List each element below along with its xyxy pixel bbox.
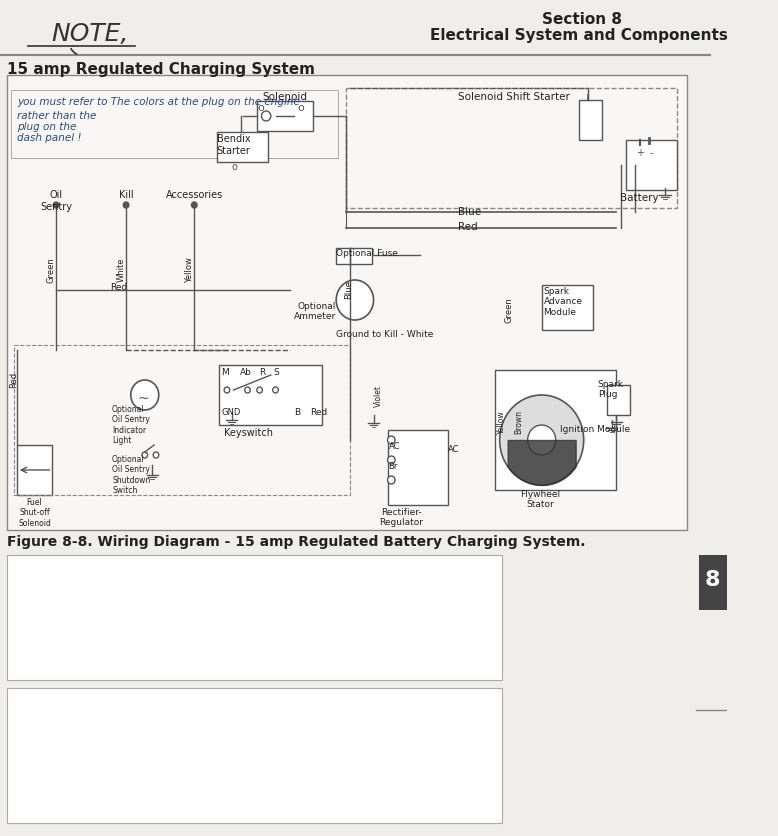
Text: R: R: [260, 368, 266, 377]
Text: Br: Br: [388, 462, 398, 471]
Bar: [345, 88, 677, 208]
Text: Figure 8-8. Wiring Diagram - 15 amp Regulated Battery Charging System.: Figure 8-8. Wiring Diagram - 15 amp Regu…: [8, 535, 586, 549]
Circle shape: [245, 387, 251, 393]
Text: Optional Fuse: Optional Fuse: [336, 249, 398, 258]
Text: Ignition Module: Ignition Module: [560, 425, 630, 434]
Text: Fuel
Shut-off
Solenoid: Fuel Shut-off Solenoid: [18, 498, 51, 528]
Bar: [8, 555, 503, 680]
Circle shape: [273, 387, 279, 393]
Text: GND: GND: [221, 408, 240, 417]
Circle shape: [224, 387, 230, 393]
Bar: [626, 140, 677, 190]
Text: Yellow: Yellow: [497, 410, 506, 434]
Bar: [8, 688, 503, 823]
Text: Flywheel
Stator: Flywheel Stator: [520, 490, 560, 509]
Text: Ab: Ab: [240, 368, 252, 377]
Circle shape: [131, 380, 159, 410]
Text: Red: Red: [9, 372, 19, 388]
Bar: [219, 365, 322, 425]
Bar: [17, 445, 52, 495]
Text: ~: ~: [137, 392, 149, 406]
Circle shape: [387, 456, 395, 464]
Bar: [11, 90, 338, 158]
Text: +: +: [636, 148, 644, 158]
Text: you must refer to The colors at the plug on the engine: you must refer to The colors at the plug…: [17, 97, 300, 107]
Circle shape: [191, 202, 197, 208]
Text: AC: AC: [388, 442, 400, 451]
Circle shape: [387, 476, 395, 484]
Text: Solenoid Shift Starter: Solenoid Shift Starter: [457, 92, 569, 102]
Text: Kill: Kill: [119, 190, 133, 200]
Text: White: White: [117, 257, 126, 283]
Text: dash panel !: dash panel !: [17, 133, 82, 143]
Text: Red: Red: [457, 222, 477, 232]
Text: Yellow: Yellow: [185, 257, 194, 283]
Bar: [257, 101, 313, 131]
Text: Electrical System and Components: Electrical System and Components: [429, 28, 727, 43]
Text: Violet: Violet: [373, 385, 383, 407]
Bar: [699, 555, 727, 610]
Circle shape: [527, 425, 555, 455]
Text: Section 8: Section 8: [541, 12, 622, 27]
Bar: [8, 75, 687, 530]
Bar: [387, 430, 448, 505]
Text: Solenoid: Solenoid: [262, 92, 307, 102]
Text: NOTE,: NOTE,: [51, 22, 128, 46]
Text: Keyswitch: Keyswitch: [224, 428, 273, 438]
Text: Battery: Battery: [620, 193, 659, 203]
Text: o: o: [297, 103, 303, 113]
Text: plug on the: plug on the: [17, 122, 76, 132]
Circle shape: [499, 395, 584, 485]
Text: Spark
Plug: Spark Plug: [598, 380, 624, 400]
Text: rather than the: rather than the: [17, 111, 96, 121]
Circle shape: [257, 387, 262, 393]
Bar: [495, 370, 616, 490]
Text: Spark
Advance
Module: Spark Advance Module: [544, 287, 583, 317]
Bar: [216, 132, 268, 162]
Text: -: -: [650, 148, 654, 158]
Text: Brown: Brown: [513, 410, 523, 434]
Text: 8: 8: [705, 570, 720, 590]
Circle shape: [123, 202, 129, 208]
Circle shape: [261, 111, 271, 121]
Circle shape: [53, 202, 59, 208]
Text: Ground to Kill - White: Ground to Kill - White: [336, 330, 433, 339]
Circle shape: [142, 452, 148, 458]
Text: Bendix
Starter: Bendix Starter: [216, 134, 251, 155]
Bar: [14, 345, 350, 495]
Text: Green: Green: [504, 297, 513, 323]
Circle shape: [153, 452, 159, 458]
Text: B: B: [294, 408, 300, 417]
Text: Red: Red: [310, 408, 328, 417]
Text: Green: Green: [47, 257, 56, 283]
Bar: [579, 100, 602, 140]
Text: M: M: [221, 368, 229, 377]
Text: S: S: [274, 368, 279, 377]
Text: AC: AC: [448, 445, 460, 454]
Text: Optional
Oil Sentry
Indicator
Light: Optional Oil Sentry Indicator Light: [112, 405, 150, 446]
Text: Accessories: Accessories: [166, 190, 223, 200]
Text: Oil
Sentry: Oil Sentry: [40, 190, 72, 212]
Text: Optional
Oil Sentry
Shutdown
Switch: Optional Oil Sentry Shutdown Switch: [112, 455, 150, 495]
Text: o: o: [232, 162, 237, 172]
Text: Rectifier-
Regulator: Rectifier- Regulator: [380, 508, 423, 528]
Text: Blue: Blue: [457, 207, 481, 217]
Text: Optional
Ammeter: Optional Ammeter: [294, 302, 336, 321]
Circle shape: [336, 280, 373, 320]
Circle shape: [387, 436, 395, 444]
Bar: [541, 285, 593, 330]
Bar: [336, 248, 372, 264]
Bar: [607, 385, 630, 415]
Text: Red: Red: [110, 283, 128, 292]
Text: 15 amp Regulated Charging System: 15 amp Regulated Charging System: [8, 62, 315, 77]
Text: Blue: Blue: [344, 281, 353, 299]
Text: o: o: [258, 103, 265, 113]
